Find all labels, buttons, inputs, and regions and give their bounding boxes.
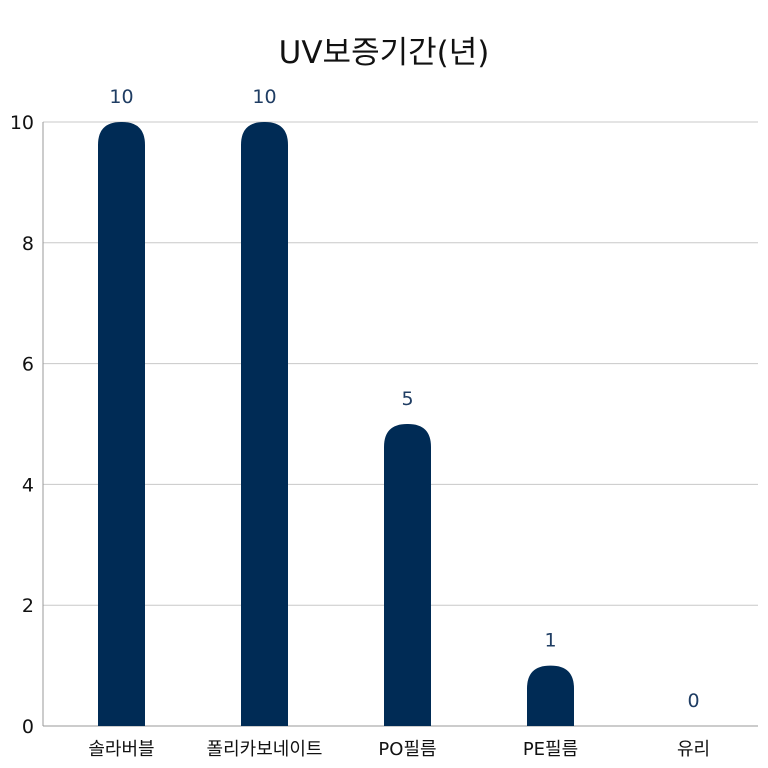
bar — [527, 665, 574, 726]
bar — [98, 122, 145, 726]
bar — [384, 424, 431, 726]
x-tick-label: PO필름 — [378, 739, 436, 760]
x-tick-label: PE필름 — [523, 739, 578, 760]
y-tick-label: 10 — [10, 112, 34, 134]
x-tick-label: 폴리카보네이트 — [207, 739, 323, 760]
y-tick-label: 2 — [22, 595, 34, 617]
x-tick-label: 솔라버블 — [88, 739, 154, 760]
y-tick-label: 6 — [22, 354, 34, 376]
y-tick-label: 8 — [22, 233, 34, 255]
x-tick-label: 유리 — [677, 739, 710, 760]
data-label: 5 — [401, 388, 413, 410]
y-tick-label: 0 — [22, 716, 34, 738]
chart-title: UV보증기간(년) — [279, 35, 490, 71]
bar — [241, 122, 288, 726]
data-label: 0 — [687, 690, 699, 712]
data-label: 10 — [252, 86, 276, 108]
data-label: 10 — [109, 86, 133, 108]
y-tick-label: 4 — [22, 474, 34, 496]
data-label: 1 — [544, 630, 556, 652]
